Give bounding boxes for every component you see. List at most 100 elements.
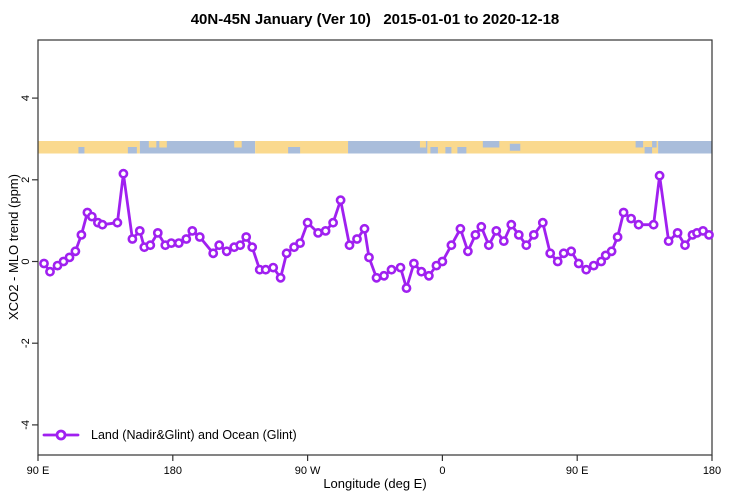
map-strip-patch-ocean (430, 147, 438, 154)
data-point (364, 252, 374, 263)
data-point (513, 229, 524, 240)
data-point (558, 248, 569, 259)
data-point (97, 219, 108, 230)
y-tick-label: -4 (20, 420, 32, 430)
x-tick-label: 180 (703, 465, 721, 477)
data-point (134, 225, 145, 236)
data-point (521, 240, 532, 251)
data-point (663, 236, 674, 246)
data-point (386, 264, 397, 275)
data-point (446, 240, 457, 251)
data-point (214, 240, 225, 251)
x-tick-label: 180 (164, 465, 182, 477)
data-point (76, 229, 87, 240)
data-point (654, 170, 665, 181)
data-point (359, 223, 370, 234)
data-point (313, 227, 323, 238)
y-tick-label: 2 (20, 177, 32, 183)
data-point (118, 168, 129, 179)
map-strip-patch-ocean (635, 141, 644, 148)
data-point (704, 229, 714, 240)
data-point (588, 260, 599, 271)
data-point (70, 246, 81, 257)
y-axis-label: XCO2 - MLO trend (ppm) (6, 174, 21, 320)
data-point (379, 270, 389, 281)
map-strip-land (38, 141, 140, 154)
data-point (281, 248, 292, 259)
data-point (545, 248, 556, 259)
data-point (145, 240, 156, 251)
data-point (408, 258, 419, 269)
data-point (335, 195, 346, 206)
data-point (166, 238, 177, 248)
data-point (618, 207, 629, 218)
map-strip-patch-ocean (288, 147, 301, 154)
data-point (423, 270, 434, 281)
map-strip-patch-ocean (509, 143, 521, 151)
y-tick-label: 0 (20, 258, 32, 264)
map-strip-ocean (348, 141, 428, 154)
data-point (566, 246, 577, 257)
data-point (275, 272, 286, 283)
data-point (395, 262, 406, 273)
data-point (64, 252, 75, 263)
x-tick-label: 90 E (566, 465, 589, 477)
map-strip-patch-land (148, 141, 157, 148)
data-point (573, 258, 584, 269)
y-tick-label: -2 (20, 338, 32, 348)
data-point (633, 219, 644, 230)
data-point (606, 246, 617, 257)
x-tick-label: 90 E (27, 465, 50, 477)
data-point (612, 232, 623, 242)
map-strip-land (255, 141, 349, 154)
map-strip-patch-ocean (78, 147, 85, 154)
data-point (672, 227, 683, 238)
data-point (648, 219, 659, 230)
x-axis-label: Longitude (deg E) (323, 476, 427, 491)
data-point (221, 246, 232, 257)
data-point (260, 264, 271, 275)
data-point (152, 227, 163, 238)
map-strip-patch-ocean (127, 147, 137, 154)
map-strip-patch-ocean (457, 147, 467, 154)
x-tick-label: 90 W (295, 465, 321, 477)
data-point (194, 232, 205, 242)
map-strip-patch-ocean (652, 141, 657, 148)
data-point (528, 229, 539, 240)
data-point (295, 238, 305, 248)
chart-title: 40N-45N January (Ver 10) 2015-01-01 to 2… (190, 11, 560, 28)
data-point (537, 217, 548, 228)
data-point (352, 234, 362, 244)
data-point (187, 225, 198, 236)
data-point (235, 240, 246, 251)
data-point (552, 256, 563, 267)
data-point (208, 248, 219, 259)
data-point (626, 213, 636, 224)
data-point (127, 234, 138, 244)
data-point (268, 262, 279, 273)
map-strip-patch-ocean (644, 147, 653, 154)
data-point (470, 229, 481, 240)
data-point (181, 234, 192, 244)
map-strip-patch-ocean (445, 147, 452, 154)
data-point (247, 242, 258, 253)
data-point (680, 240, 690, 251)
map-strip-patch-land (419, 141, 426, 148)
data-point (401, 283, 412, 293)
map-strip-patch-land (234, 141, 242, 148)
x-tick-label: 0 (439, 465, 445, 477)
data-point (344, 240, 355, 251)
data-point (596, 256, 607, 267)
data-point (112, 217, 123, 228)
data-point (173, 238, 184, 248)
map-strip-ocean (139, 141, 256, 154)
data-point (39, 258, 49, 269)
data-point (416, 266, 427, 277)
data-point (498, 236, 509, 246)
data-point (506, 219, 517, 230)
data-point (371, 272, 382, 283)
data-point (320, 225, 331, 236)
legend: Land (Nadir&Glint) and Ocean (Glint) (42, 426, 297, 444)
